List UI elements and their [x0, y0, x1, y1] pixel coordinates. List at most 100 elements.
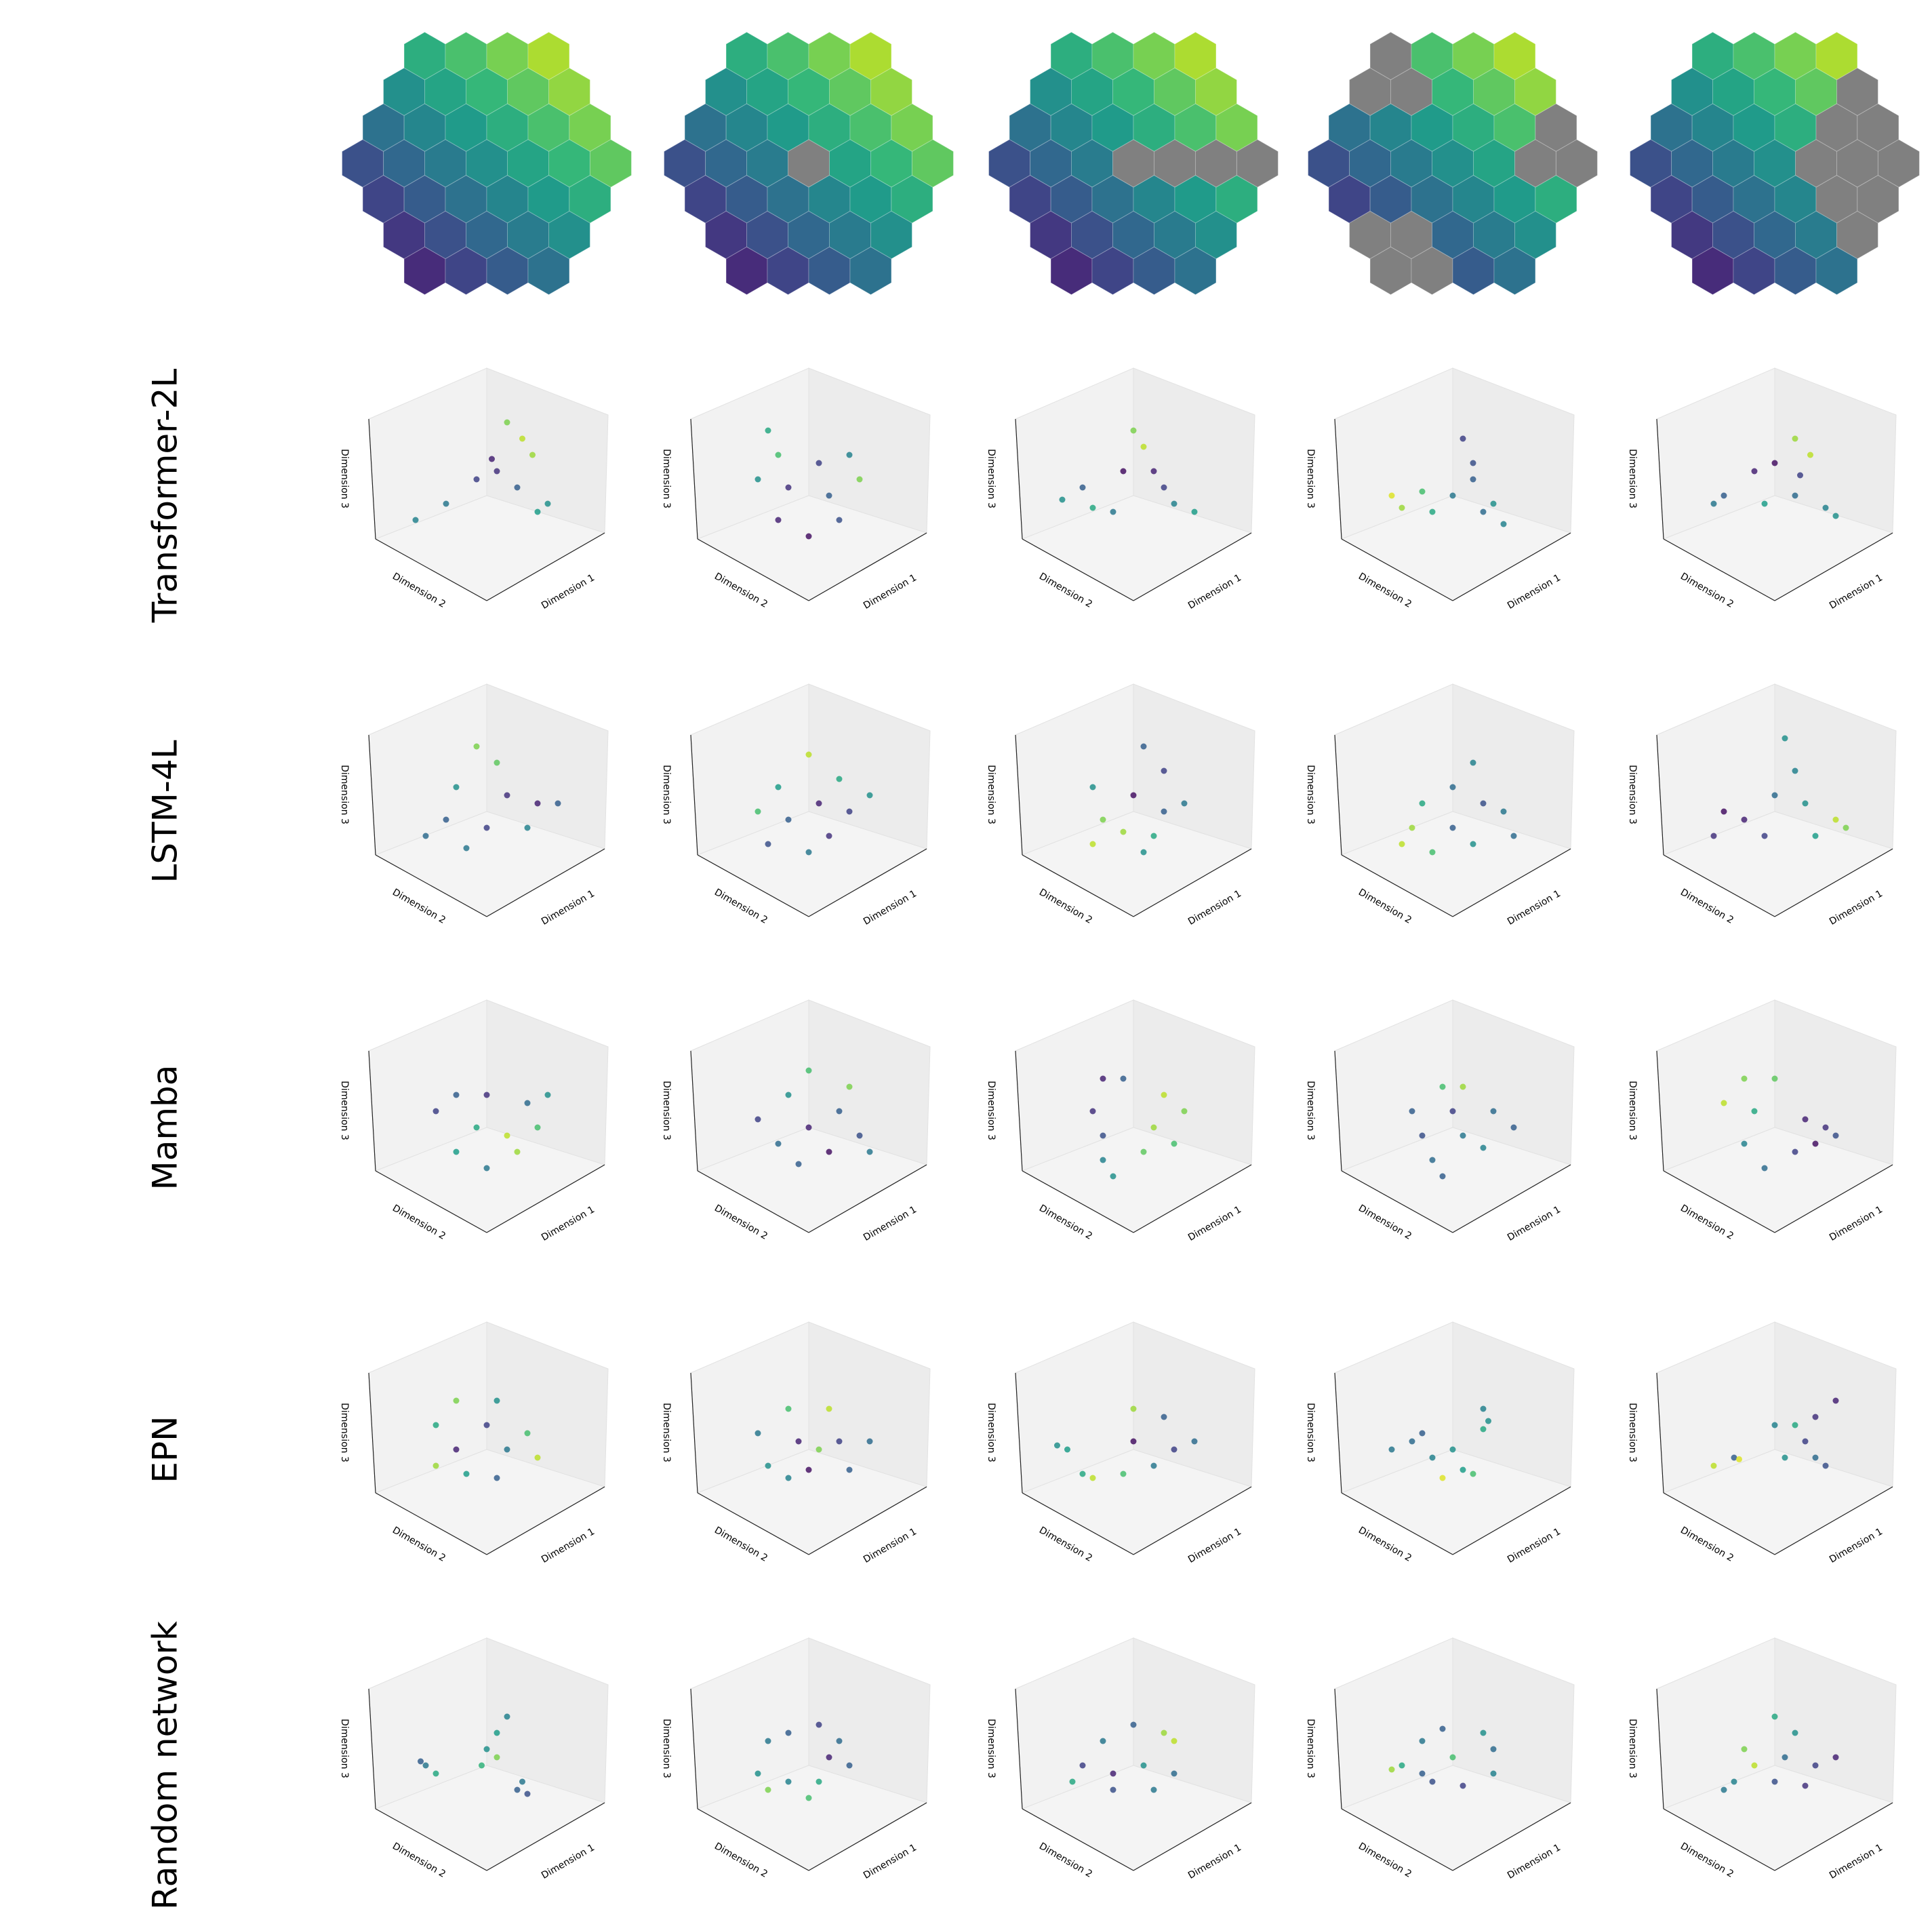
- axis-line: [1774, 532, 1893, 601]
- scatter-point: [1792, 1422, 1798, 1428]
- axis-line: [1663, 1492, 1775, 1555]
- scatter-point: [1751, 468, 1758, 475]
- scatter-point: [1079, 1762, 1086, 1769]
- scatter-point: [826, 833, 832, 839]
- axis-label-z: Dimension 3: [986, 449, 997, 508]
- scatter-point: [1054, 1442, 1060, 1449]
- axis-label-z: Dimension 3: [339, 1403, 350, 1462]
- scatter-point: [836, 1738, 843, 1744]
- axis-line: [368, 1372, 376, 1494]
- scatter-point: [1429, 1778, 1436, 1785]
- axis-line: [1663, 1170, 1775, 1233]
- scatter-point: [1490, 1108, 1497, 1115]
- scatter-point: [473, 743, 480, 750]
- scatter-point: [754, 1770, 761, 1777]
- axis-label-y: Dimension 2: [390, 571, 447, 610]
- scatter-point: [494, 1729, 500, 1736]
- axis-label-x: Dimension 1: [862, 1526, 919, 1565]
- axis-label-y: Dimension 2: [1356, 887, 1413, 926]
- scatter-panel: Dimension 3 Dimension 2 Dimension 1: [661, 367, 931, 612]
- scatter-point: [1490, 1746, 1497, 1753]
- scatter-point: [1720, 1786, 1727, 1793]
- axis-line: [1663, 538, 1775, 601]
- scatter-point: [785, 1729, 792, 1736]
- scatter-point: [1720, 1100, 1727, 1106]
- scatter-point: [1171, 500, 1178, 507]
- axis-line: [1133, 532, 1252, 601]
- scatter-point: [1150, 1786, 1157, 1793]
- scatter-panel: Dimension 3 Dimension 2 Dimension 1: [1627, 1321, 1897, 1565]
- scatter-point: [1771, 1075, 1778, 1082]
- scatter-point: [1398, 1762, 1405, 1769]
- scatter-point: [1171, 1738, 1178, 1744]
- scatter-point: [1120, 1075, 1127, 1082]
- scatter-point: [534, 800, 541, 807]
- axis-line: [1015, 1050, 1023, 1172]
- scatter-point: [1710, 500, 1717, 507]
- scatter-point: [856, 476, 863, 483]
- axis-line: [1774, 1486, 1893, 1555]
- scatter-point: [866, 1148, 873, 1155]
- scatter-point: [1429, 508, 1436, 515]
- axis-label-z: Dimension 3: [1305, 449, 1316, 508]
- axis-line: [375, 1492, 487, 1555]
- scatter-point: [1500, 521, 1507, 527]
- axis-line: [1022, 1170, 1134, 1233]
- axis-line: [808, 1486, 927, 1555]
- scatter-point: [846, 1466, 853, 1473]
- axis-line: [486, 1164, 605, 1233]
- axis-line: [1015, 1372, 1023, 1494]
- scatter-point: [1782, 735, 1788, 742]
- scatter-point: [795, 1438, 802, 1445]
- scatter-point: [866, 1438, 873, 1445]
- axis-line: [1133, 1486, 1252, 1555]
- scatter-point: [1079, 484, 1086, 491]
- scatter-point: [1161, 767, 1167, 774]
- scatter-point: [1731, 1454, 1737, 1461]
- axis-label-y: Dimension 2: [1678, 1525, 1735, 1564]
- axis-label-z: Dimension 3: [1627, 449, 1638, 508]
- scatter-point: [1439, 1475, 1446, 1481]
- scatter-point: [1110, 1770, 1116, 1777]
- scatter-point: [1771, 460, 1778, 466]
- scatter-point: [1460, 1083, 1466, 1090]
- scatter-point: [856, 1132, 863, 1139]
- scatter-point: [1130, 792, 1137, 799]
- scatter-point: [1470, 759, 1476, 766]
- hex-cell: [849, 246, 892, 296]
- axis-label-x: Dimension 1: [1186, 888, 1243, 927]
- scatter-point: [1130, 1721, 1137, 1728]
- scatter-point: [1110, 1173, 1116, 1180]
- scatter-point: [1822, 1124, 1829, 1131]
- scatter-point: [846, 808, 853, 815]
- scatter-point: [529, 452, 536, 458]
- scatter-point: [1161, 1414, 1167, 1420]
- axis-line: [1022, 1492, 1134, 1555]
- scatter-panel: Dimension 3 Dimension 2 Dimension 1: [661, 999, 931, 1243]
- axis-label-x: Dimension 1: [1186, 1842, 1243, 1881]
- scatter-point: [1089, 504, 1096, 511]
- scatter-point: [1480, 1729, 1487, 1736]
- scatter-point: [453, 784, 460, 791]
- axis-label-x: Dimension 1: [1828, 572, 1885, 612]
- scatter-point: [1710, 833, 1717, 839]
- scatter-point: [1480, 1426, 1487, 1433]
- scatter-point: [1832, 513, 1839, 519]
- axis-label-y: Dimension 2: [712, 1203, 769, 1242]
- axis-label-x: Dimension 1: [540, 1204, 597, 1243]
- scatter-point: [1181, 1108, 1188, 1115]
- axis-label-z: Dimension 3: [986, 1403, 997, 1462]
- axis-line: [368, 1688, 376, 1809]
- scatter-point: [1771, 792, 1778, 799]
- scatter-point: [555, 800, 561, 807]
- axis-label-z: Dimension 3: [1305, 1719, 1316, 1778]
- scatter-point: [1782, 1454, 1788, 1461]
- scatter-point: [785, 1405, 792, 1412]
- scatter-point: [1449, 1754, 1456, 1761]
- scatter-point: [846, 1762, 853, 1769]
- axis-line: [1015, 1688, 1023, 1809]
- axis-label-x: Dimension 1: [1506, 1526, 1563, 1565]
- scatter-point: [816, 1446, 822, 1453]
- axis-label-y: Dimension 2: [390, 1841, 447, 1880]
